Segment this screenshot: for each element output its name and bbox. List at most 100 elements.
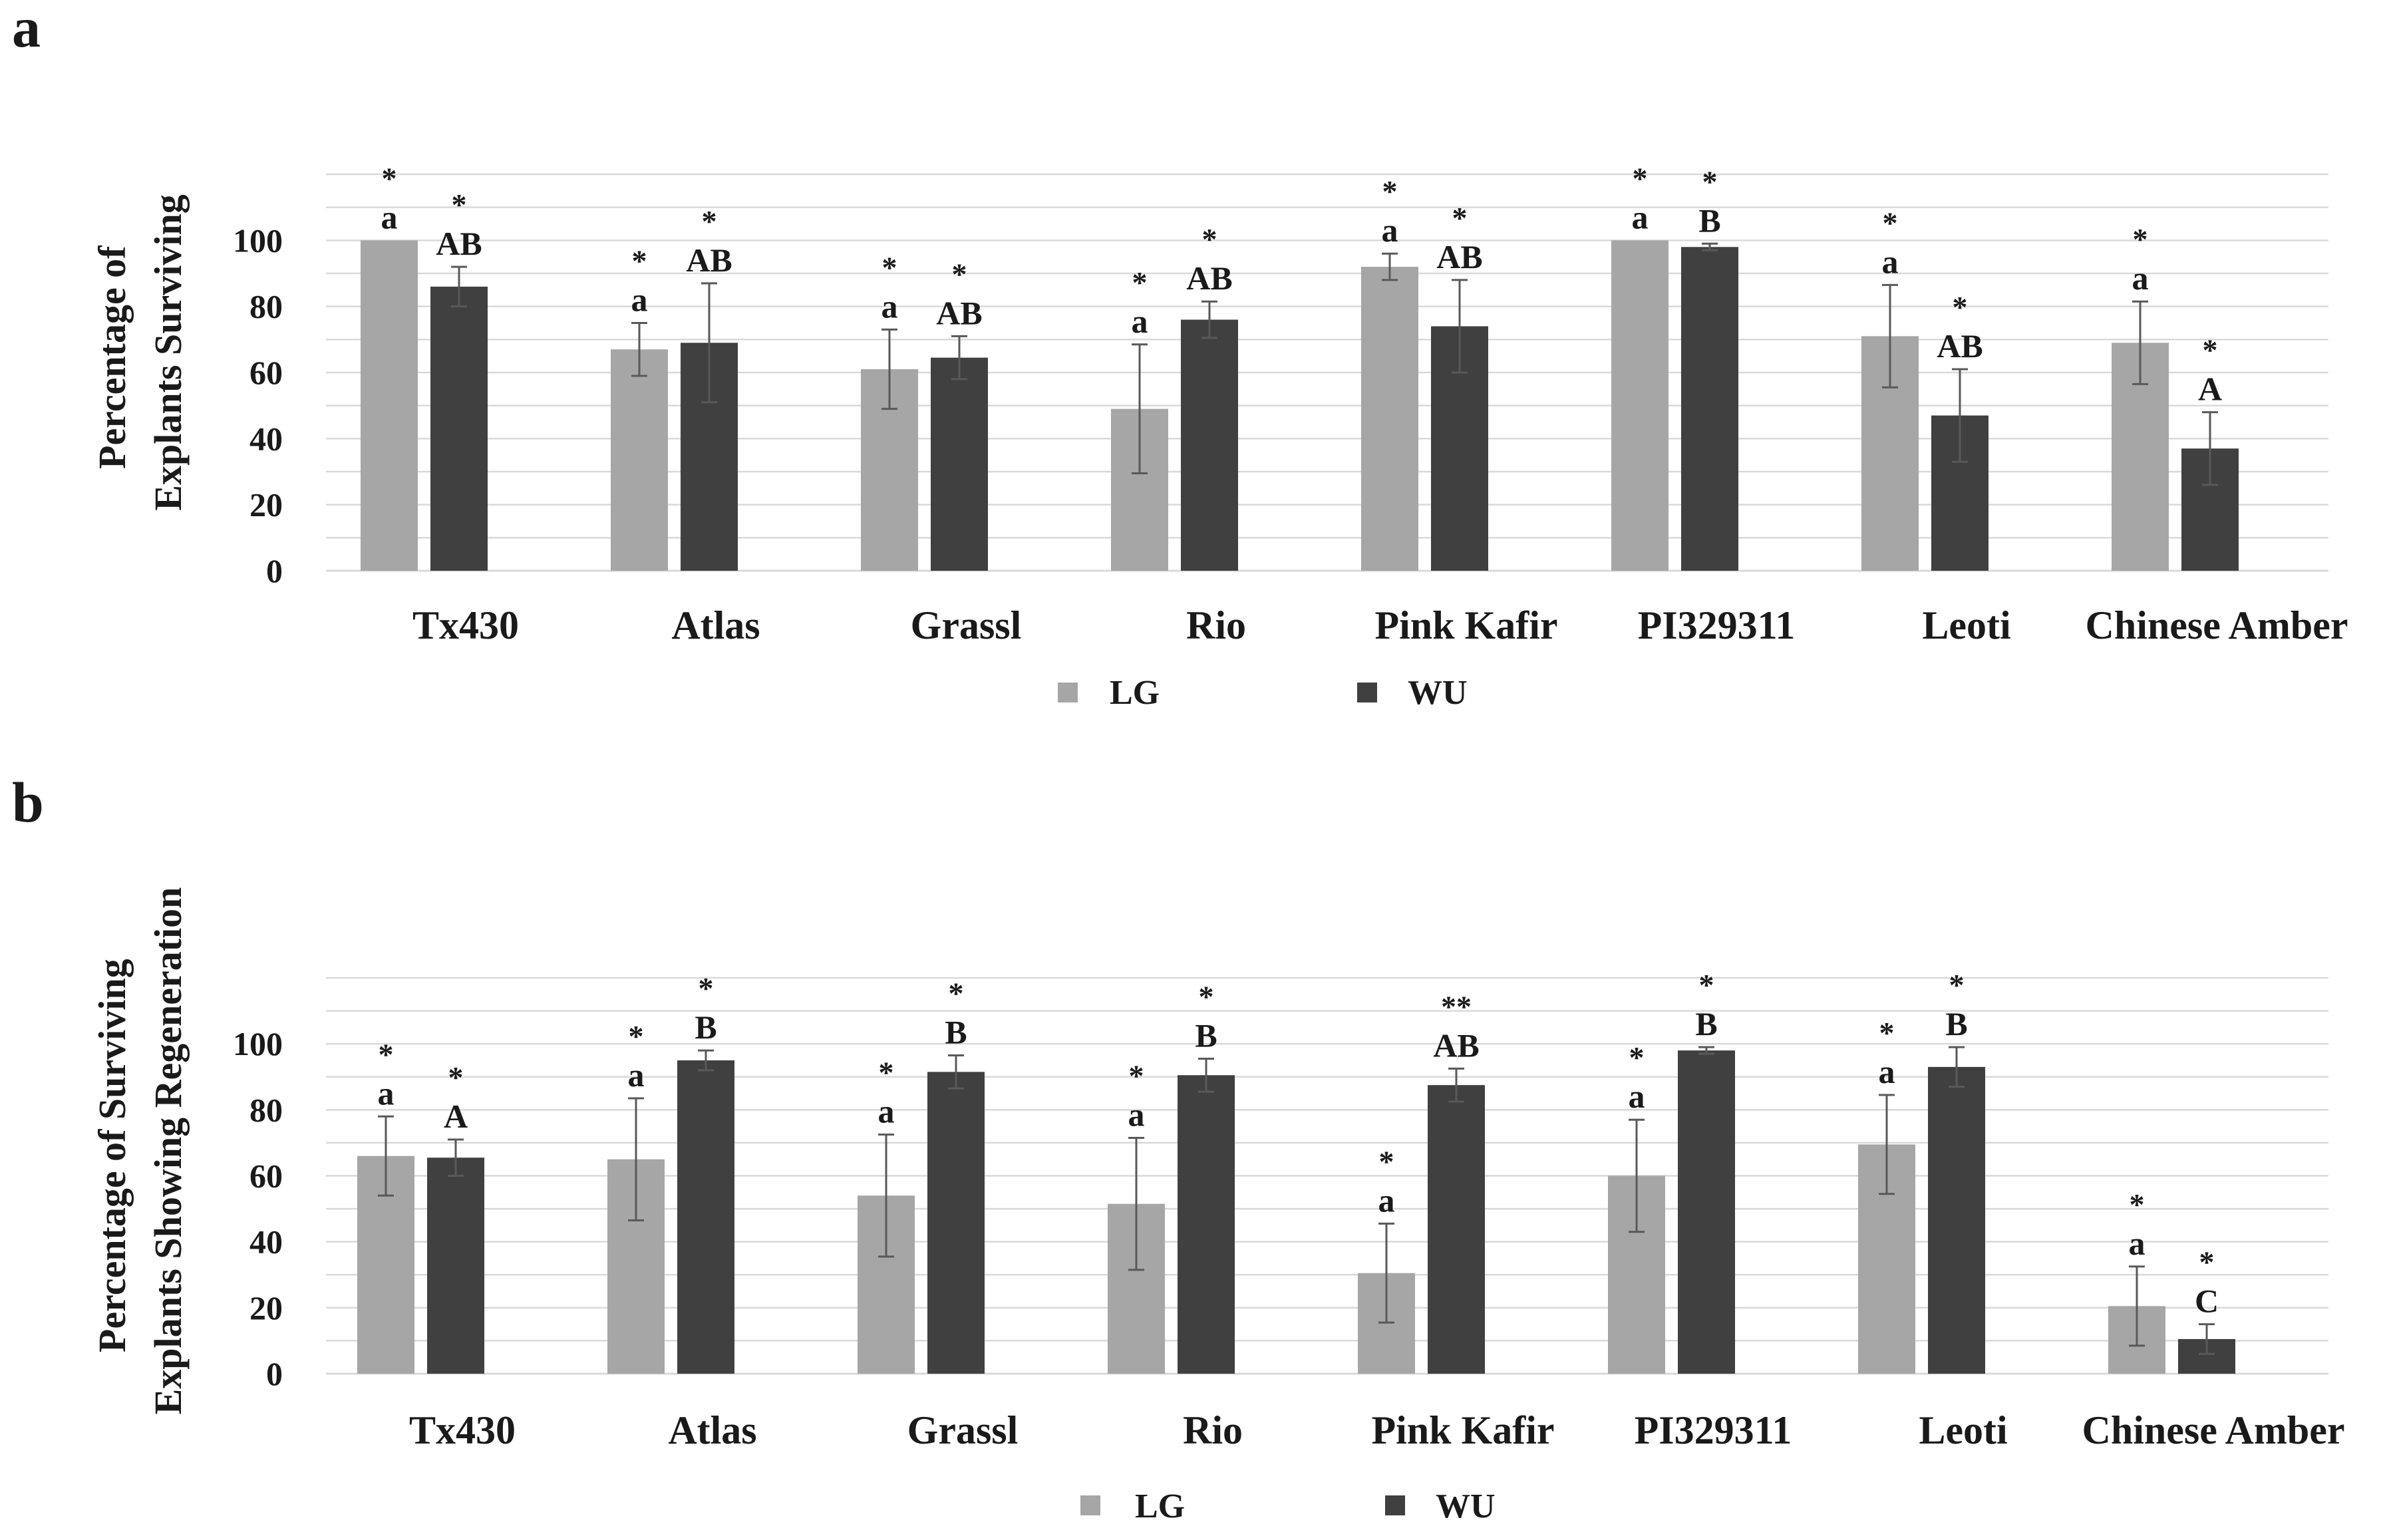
significance-letter-lg: a bbox=[1128, 1096, 1145, 1133]
significance-star-lg: * bbox=[2133, 222, 2148, 256]
significance-star-wu: * bbox=[2203, 333, 2218, 367]
significance-star-wu: * bbox=[949, 977, 964, 1010]
x-tick-label-atlas: Atlas bbox=[671, 603, 760, 647]
y-axis-label-line-2: Explants Surviving bbox=[146, 194, 190, 510]
significance-letter-wu: AB bbox=[1433, 1026, 1479, 1064]
significance-star-wu: * bbox=[2199, 1245, 2215, 1279]
y-tick-label: 100 bbox=[233, 1025, 283, 1062]
significance-star-wu: * bbox=[1202, 222, 1217, 256]
significance-star-wu: * bbox=[1452, 201, 1468, 235]
chart-panel-a: a 0 20 40 60 80 100 Percentage of Explants Su… bbox=[12, 0, 2348, 712]
panel-label-b: b bbox=[12, 770, 44, 834]
significance-star-lg: * bbox=[882, 250, 897, 284]
significance-letter-wu: B bbox=[1698, 202, 1720, 239]
x-tick-label-tx430: Tx430 bbox=[409, 1408, 516, 1452]
significance-star-wu: ** bbox=[1441, 989, 1472, 1023]
bar-wu-grassl bbox=[927, 1072, 985, 1374]
significance-letter-lg: a bbox=[1882, 243, 1899, 280]
x-tick-label-leoti: Leoti bbox=[1922, 603, 2010, 647]
error-bars-a bbox=[451, 242, 2218, 486]
significance-star-wu: * bbox=[1949, 968, 1965, 1002]
y-tick-label: 40 bbox=[249, 420, 283, 457]
significance-star-lg: * bbox=[1633, 161, 1648, 195]
significance-letter-wu: AB bbox=[436, 225, 482, 262]
significance-star-wu: * bbox=[1199, 979, 1214, 1013]
chart-panel-b: b 0 20 40 60 80 100 Percentage of Surviving E… bbox=[12, 770, 2344, 1525]
significance-letter-wu: AB bbox=[686, 241, 732, 279]
significance-star-wu: * bbox=[1702, 164, 1718, 198]
y-axis-label-line-2: Explants Showing Regeneration bbox=[146, 887, 190, 1415]
x-tick-label-pi329311: PI329311 bbox=[1635, 1408, 1792, 1452]
significance-star-lg: * bbox=[629, 1019, 644, 1053]
x-tick-labels-a: Tx430 Atlas Grassl Rio Pink Kafir PI329311 Leo… bbox=[412, 603, 2348, 647]
y-axis-label-a: Percentage of Explants Surviving bbox=[90, 194, 190, 510]
significance-star-lg: * bbox=[879, 1056, 894, 1090]
legend-label-lg: LG bbox=[1135, 1487, 1185, 1525]
x-tick-labels-b: Tx430 Atlas Grassl Rio Pink Kafir PI329311 Leo… bbox=[409, 1408, 2345, 1452]
legend-a: LG WU bbox=[1058, 674, 1468, 712]
y-tick-label: 0 bbox=[266, 552, 283, 589]
significance-star-wu: * bbox=[448, 1060, 464, 1094]
x-tick-label-leoti: Leoti bbox=[1919, 1408, 2007, 1452]
x-tick-label-grassl: Grassl bbox=[907, 1408, 1019, 1452]
bar-wu-rio bbox=[1181, 319, 1238, 571]
x-tick-label-atlas: Atlas bbox=[668, 1408, 756, 1452]
bar-wu-grassl bbox=[931, 357, 988, 571]
bar-wu-pi329311 bbox=[1678, 1050, 1735, 1374]
x-tick-label-tx430: Tx430 bbox=[412, 603, 519, 647]
significance-letter-wu: B bbox=[1695, 1005, 1717, 1042]
bar-wu-pi329311 bbox=[1681, 247, 1738, 571]
legend-label-wu: WU bbox=[1408, 674, 1468, 712]
significance-letter-wu: A bbox=[444, 1098, 468, 1135]
y-tick-label: 40 bbox=[249, 1223, 283, 1261]
significance-letter-wu: AB bbox=[1186, 259, 1232, 297]
significance-star-lg: * bbox=[632, 244, 647, 278]
significance-letter-lg: a bbox=[378, 1074, 395, 1112]
significance-star-lg: * bbox=[1883, 206, 1898, 239]
bars-b bbox=[357, 1050, 2235, 1374]
y-tick-label: 60 bbox=[249, 354, 283, 391]
significance-letter-lg: a bbox=[1632, 198, 1649, 235]
panel-label-a: a bbox=[12, 0, 41, 59]
bar-lg-atlas bbox=[611, 349, 668, 571]
significance-star-wu: * bbox=[1953, 290, 1968, 324]
significance-letter-wu: B bbox=[945, 1014, 967, 1051]
bar-lg-tx430 bbox=[361, 240, 418, 571]
significance-letter-wu: B bbox=[695, 1008, 716, 1046]
legend-swatch-lg bbox=[1058, 683, 1078, 702]
y-tick-label: 80 bbox=[249, 288, 283, 325]
significance-star-wu: * bbox=[952, 257, 967, 291]
bar-wu-tx430 bbox=[430, 286, 488, 571]
significance-star-lg: * bbox=[382, 161, 397, 195]
significance-letter-wu: A bbox=[2198, 371, 2222, 408]
significance-star-wu: * bbox=[452, 188, 467, 222]
bar-lg-pink-kafir bbox=[1361, 267, 1418, 571]
y-tick-label: 0 bbox=[266, 1355, 283, 1392]
y-axis-label-line-1: Percentage of Surviving bbox=[90, 959, 134, 1352]
x-tick-label-pink-kafir: Pink Kafir bbox=[1374, 603, 1557, 647]
annotations-a: a*AB*a* AB*a*AB*a* AB* a*AB* a*B*a*AB*a*A* bbox=[381, 161, 2223, 407]
legend-b: LG WU bbox=[1080, 1487, 1496, 1525]
significance-star-lg: * bbox=[2130, 1187, 2145, 1221]
x-tick-label-chinese-amber: Chinese Amber bbox=[2082, 1408, 2345, 1452]
x-tick-label-rio: Rio bbox=[1186, 603, 1246, 647]
x-tick-label-pink-kafir: Pink Kafir bbox=[1371, 1408, 1554, 1452]
significance-letter-lg: a bbox=[381, 198, 398, 235]
legend-label-lg: LG bbox=[1110, 674, 1160, 712]
significance-letter-lg: a bbox=[2132, 259, 2149, 297]
bar-wu-leoti bbox=[1928, 1066, 1985, 1374]
y-tick-label: 20 bbox=[249, 1289, 283, 1326]
significance-letter-wu: AB bbox=[1436, 238, 1482, 275]
x-tick-label-chinese-amber: Chinese Amber bbox=[2086, 603, 2348, 647]
y-tick-labels-b: 0 20 40 60 80 100 bbox=[233, 1025, 283, 1392]
y-tick-label: 20 bbox=[249, 486, 283, 524]
significance-letter-lg: a bbox=[631, 281, 648, 319]
legend-swatch-lg bbox=[1080, 1495, 1100, 1515]
significance-letter-lg: a bbox=[2129, 1225, 2146, 1262]
bar-wu-pink-kafir bbox=[1428, 1085, 1485, 1374]
significance-letter-wu: B bbox=[1195, 1016, 1217, 1054]
significance-letter-lg: a bbox=[628, 1056, 645, 1094]
bar-lg-pi329311 bbox=[1611, 240, 1669, 571]
significance-star-lg: * bbox=[1382, 174, 1398, 208]
